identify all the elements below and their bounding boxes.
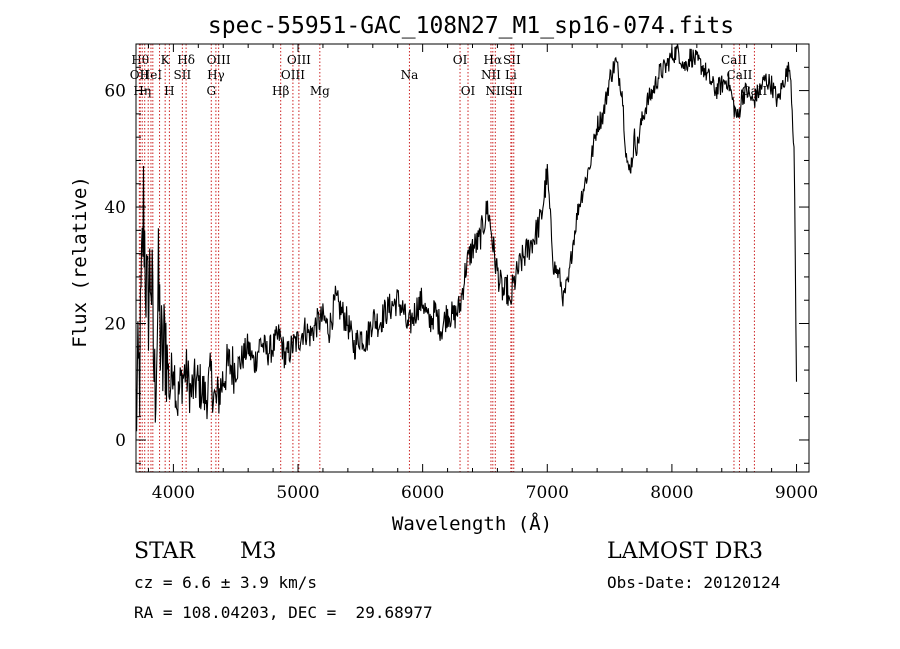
object-type: STAR: [134, 539, 195, 564]
line-marker-label: Hδ: [177, 53, 195, 67]
y-tick-label: 0: [115, 431, 126, 451]
x-tick-label: 4000: [152, 483, 195, 503]
x-tick-label: 7000: [526, 483, 569, 503]
x-axis: 4000 5000 6000 7000 8000 9000: [147, 44, 818, 503]
chart-title: spec-55951-GAC_108N27_M1_sp16-074.fits: [208, 13, 734, 39]
x-axis-label: Wavelength (Å): [392, 512, 552, 535]
x-tick-label: 8000: [650, 483, 693, 503]
x-tick-label: 6000: [401, 483, 444, 503]
line-marker-label: NII: [485, 84, 505, 98]
line-marker-label: Hθ: [131, 53, 149, 67]
line-marker-label: OIII: [207, 53, 231, 67]
line-marker-label: Mg: [310, 84, 330, 98]
spectrum-series: [135, 43, 798, 432]
y-tick-label: 60: [104, 82, 126, 102]
line-marker-label: K: [161, 53, 171, 67]
line-marker-label: OIII: [281, 68, 305, 82]
line-marker-label: CaII: [721, 53, 747, 67]
y-axis-label: Flux (relative): [69, 176, 91, 348]
line-marker-label: OII: [130, 68, 150, 82]
survey-name: LAMOST DR3: [607, 539, 763, 564]
x-tick-label: 9000: [775, 483, 818, 503]
line-marker-label: SII: [503, 53, 521, 67]
line-marker-label: Hα: [484, 53, 503, 67]
line-marker-label: Na: [401, 68, 419, 82]
line-marker-label: CaII: [727, 68, 753, 82]
spectrum-line: [135, 43, 798, 432]
spectral-line-markers: HθOIIHηHeIKHSIIHδGHγOIIIHβOIIIOIIIMgNaOI…: [130, 44, 768, 472]
redshift-cz: cz = 6.6 ± 3.9 km/s: [134, 573, 318, 592]
line-marker-label: H: [164, 84, 174, 98]
line-marker-label: Hγ: [207, 68, 225, 82]
line-marker-label: Hβ: [272, 84, 289, 98]
line-marker-label: OI: [461, 84, 476, 98]
plot-frame: [135, 43, 810, 473]
y-axis: 0 20 40 60: [104, 66, 809, 464]
line-marker-label: OIII: [287, 53, 311, 67]
line-marker-label: SII: [174, 68, 192, 82]
line-marker-label: OI: [453, 53, 468, 67]
x-tick-label: 5000: [276, 483, 319, 503]
observation-date: Obs-Date: 20120124: [607, 573, 781, 592]
y-tick-label: 20: [104, 315, 126, 335]
object-subclass: M3: [240, 539, 277, 564]
line-marker-label: SII: [505, 84, 523, 98]
line-marker-label: G: [206, 84, 216, 98]
y-tick-label: 40: [104, 198, 126, 218]
coordinates: RA = 108.04203, DEC = 29.68977: [134, 603, 433, 622]
line-marker-label: HeI: [140, 68, 163, 82]
line-marker-label: Li: [505, 68, 517, 82]
line-marker-label: NII: [481, 68, 501, 82]
